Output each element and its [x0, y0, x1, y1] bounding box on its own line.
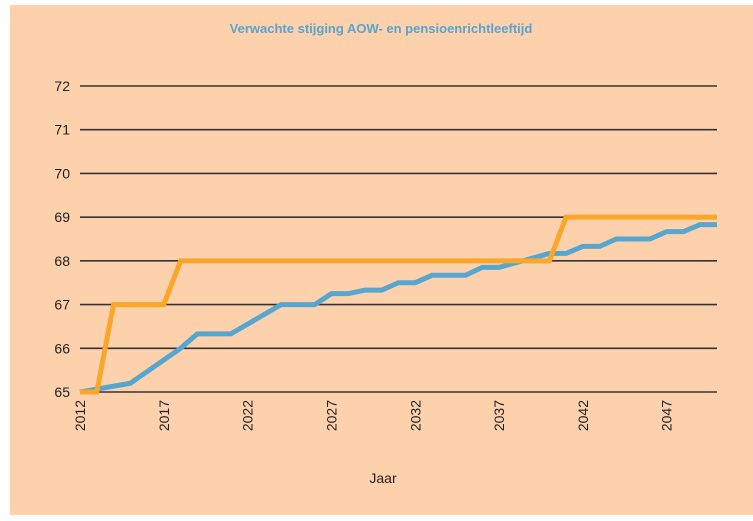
x-tick-label: 2027	[323, 400, 339, 431]
y-tick-label: 69	[54, 209, 70, 225]
chart-title: Verwachte stijging AOW- en pensioenricht…	[230, 21, 533, 36]
x-tick-label: 2017	[156, 400, 172, 431]
y-tick-label: 67	[54, 297, 70, 313]
x-tick-label: 2037	[491, 400, 507, 431]
y-tick-label: 72	[54, 78, 70, 94]
y-tick-label: 66	[54, 340, 70, 356]
x-tick-label: 2042	[575, 400, 591, 431]
x-tick-label: 2022	[240, 400, 256, 431]
y-tick-label: 71	[54, 122, 70, 138]
x-tick-label: 2032	[407, 400, 423, 431]
series-line-0	[79, 222, 717, 395]
y-tick-label: 70	[54, 165, 70, 181]
x-axis-label: Jaar	[369, 470, 397, 486]
x-tick-label: 2012	[72, 400, 88, 431]
x-tick-label: 2047	[659, 400, 675, 431]
y-tick-label: 68	[54, 253, 70, 269]
y-tick-label: 65	[54, 384, 70, 400]
series-line-1	[80, 214, 717, 395]
